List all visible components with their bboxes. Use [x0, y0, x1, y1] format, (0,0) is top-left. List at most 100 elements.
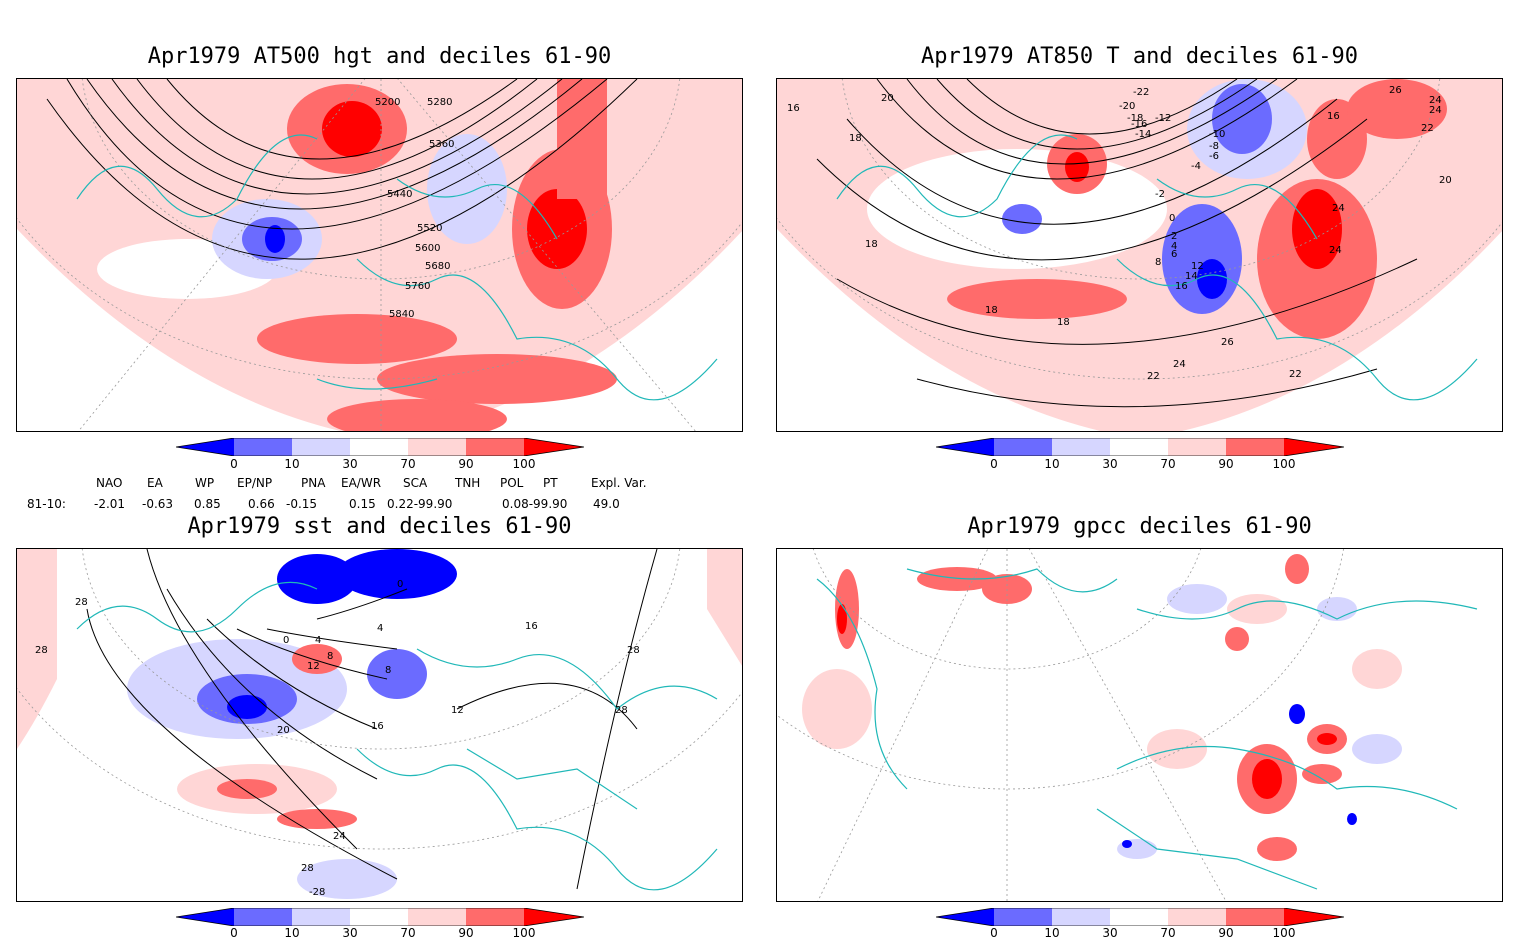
contour-label: 5520: [417, 223, 442, 234]
contour-label: 4: [1171, 241, 1177, 252]
contour-label: 22: [1147, 371, 1160, 382]
contour-label: 5840: [389, 309, 414, 320]
contour-label: 18: [865, 239, 878, 250]
contour-label: 12: [451, 705, 464, 716]
map-t850: 16 20 18 18 -22 -20 -18 -16 -14 -12 -10 …: [776, 78, 1503, 432]
index-header: SCA: [403, 476, 428, 490]
contour-label: -16: [1131, 119, 1147, 130]
contour-label: 28: [35, 645, 48, 656]
contour-label: 16: [1327, 111, 1340, 122]
colorbar-tick: 100: [1272, 457, 1296, 471]
colorbar-tick: 100: [1272, 926, 1296, 940]
contour-label: -8: [1209, 141, 1219, 152]
map-hgt500: 5200 5280 5360 5440 5520 5600 5680 5760 …: [16, 78, 743, 432]
contour-label: 0: [397, 579, 403, 590]
contour-label: 26: [1221, 337, 1234, 348]
contour-label: 5600: [415, 243, 440, 254]
index-header: PT: [543, 476, 558, 490]
contour-label: 26: [1389, 85, 1402, 96]
contour-label: 28: [627, 645, 640, 656]
index-value: 0.15: [349, 497, 376, 511]
colorbar-tick: 10: [1044, 457, 1060, 471]
contour-label: 0: [1169, 213, 1175, 224]
colorbar-tick: 90: [1218, 926, 1234, 940]
colorbar-tick: 70: [400, 457, 416, 471]
index-value: -0.15: [286, 497, 318, 511]
contour-label: 5760: [405, 281, 430, 292]
index-header: PNA: [301, 476, 326, 490]
index-headers: NAO EA WP EP/NP PNA EA/WR SCA TNH POL PT…: [0, 476, 760, 492]
colorbar-tick: 30: [342, 926, 358, 940]
index-header: NAO: [96, 476, 123, 490]
contour-label: 12: [1191, 261, 1204, 272]
colorbar-tick: 70: [1160, 926, 1176, 940]
contour-label: 24: [1429, 95, 1442, 106]
contour-label: 2: [1171, 231, 1177, 242]
contour-label: -4: [1191, 161, 1201, 172]
contour-label: 5440: [387, 189, 412, 200]
colorbar-tick: 10: [284, 457, 300, 471]
contour-label: 18: [1057, 317, 1070, 328]
colorbar-tick: 90: [458, 457, 474, 471]
contour-label: 5200: [375, 97, 400, 108]
map-gpcc: [776, 548, 1503, 902]
contour-label: 8: [385, 665, 391, 676]
colorbar-tick: 30: [1102, 926, 1118, 940]
colorbar-tick: 0: [990, 926, 998, 940]
contour-label: 22: [1421, 123, 1434, 134]
contour-label: 5360: [429, 139, 454, 150]
index-header: Expl. Var.: [591, 476, 647, 490]
contour-label: 24: [1329, 245, 1342, 256]
index-header: EP/NP: [237, 476, 273, 490]
contour-label: 6: [1171, 249, 1177, 260]
panel-title-sst: Apr1979 sst and deciles 61-90: [187, 514, 572, 539]
contour-label: 5680: [425, 261, 450, 272]
contour-label: 28: [615, 705, 628, 716]
contour-label: 16: [787, 103, 800, 114]
contour-label: -12: [1155, 113, 1171, 124]
contour-label: 16: [371, 721, 384, 732]
contour-label: 20: [277, 725, 290, 736]
colorbar-tick: 30: [342, 457, 358, 471]
contour-label: 4: [315, 635, 321, 646]
contour-label: -6: [1209, 151, 1219, 162]
contour-label: 24: [333, 831, 346, 842]
index-header: POL: [500, 476, 524, 490]
index-values: 81-10: -2.01 -0.63 0.85 0.66 -0.15 0.15 …: [0, 497, 760, 513]
contour-label: 24: [1429, 105, 1442, 116]
colorbar-swatches: [935, 907, 1345, 927]
contour-label: -20: [1119, 101, 1135, 112]
contour-label: 28: [301, 863, 314, 874]
colorbar-tick: 30: [1102, 457, 1118, 471]
panel-title-gpcc: Apr1979 gpcc deciles 61-90: [967, 514, 1312, 539]
contour-label: 28: [75, 597, 88, 608]
contour-label: -28: [309, 887, 325, 898]
colorbar-tick: 90: [458, 926, 474, 940]
colorbar-tick: 0: [230, 926, 238, 940]
contour-label: -2: [1155, 189, 1165, 200]
index-value: 0.85: [194, 497, 221, 511]
index-value: 0.66: [248, 497, 275, 511]
index-value: 0.08-99.90: [502, 497, 568, 511]
colorbar-swatches: [175, 907, 585, 927]
contour-label: 24: [1332, 203, 1345, 214]
contour-label: -14: [1135, 129, 1151, 140]
contour-label: -10: [1209, 129, 1225, 140]
colorbar-tick: 0: [230, 457, 238, 471]
index-row-label: 81-10:: [27, 497, 66, 511]
contour-label: 8: [327, 651, 333, 662]
colorbar-tick: 100: [512, 926, 536, 940]
colorbar-bottom-left: 0 10 30 70 90 100: [175, 907, 585, 940]
contour-label: 16: [1175, 281, 1188, 292]
index-value: 49.0: [593, 497, 620, 511]
panel-title-hgt500: Apr1979 AT500 hgt and deciles 61-90: [147, 44, 612, 69]
colorbar-swatches: [935, 437, 1345, 457]
contour-label: -22: [1133, 87, 1149, 98]
contour-label: 14: [1185, 271, 1198, 282]
index-header: EA/WR: [341, 476, 382, 490]
index-value: -2.01: [94, 497, 126, 511]
map-sst: 28 28 0 4 8 12 16 20 24 28 -28 0 4 8 12 …: [16, 548, 743, 902]
contour-label: 20: [1439, 175, 1452, 186]
colorbar-tick: 70: [400, 926, 416, 940]
contour-label: 24: [1173, 359, 1186, 370]
